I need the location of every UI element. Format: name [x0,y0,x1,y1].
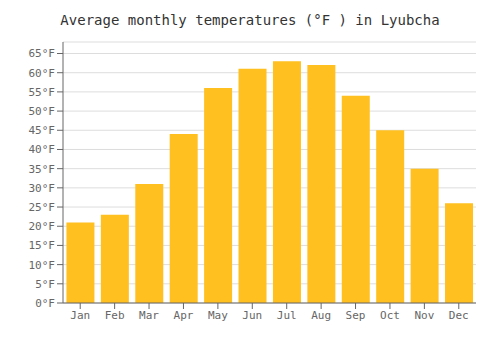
svg-text:20°F: 20°F [29,220,56,233]
svg-text:30°F: 30°F [29,182,56,195]
svg-text:50°F: 50°F [29,105,56,118]
svg-text:25°F: 25°F [29,201,56,214]
svg-text:45°F: 45°F [29,124,56,137]
svg-text:Mar: Mar [139,309,159,322]
svg-text:Jun: Jun [242,309,262,322]
svg-text:60°F: 60°F [29,67,56,80]
svg-text:Aug: Aug [311,309,331,322]
svg-text:35°F: 35°F [29,163,56,176]
html-text:Average monthly temperatures (: Average monthly temperatures (°F ) in Ly… [60,12,440,28]
svg-text:Jul: Jul [277,309,297,322]
svg-text:5°F: 5°F [35,278,55,291]
svg-text:Apr: Apr [174,309,194,322]
svg-text:Feb: Feb [105,309,125,322]
svg-text:15°F: 15°F [29,239,56,252]
svg-text:10°F: 10°F [29,259,56,272]
svg-text:May: May [208,309,228,322]
svg-text:40°F: 40°F [29,143,56,156]
svg-text:Nov: Nov [414,309,434,322]
svg-text:0°F: 0°F [35,297,55,310]
svg-text:Jan: Jan [70,309,90,322]
svg-text:Sep: Sep [346,309,366,322]
svg-text:55°F: 55°F [29,86,56,99]
svg-text:Dec: Dec [449,309,469,322]
svg-text:65°F: 65°F [29,47,56,60]
svg-text:Oct: Oct [380,309,400,322]
